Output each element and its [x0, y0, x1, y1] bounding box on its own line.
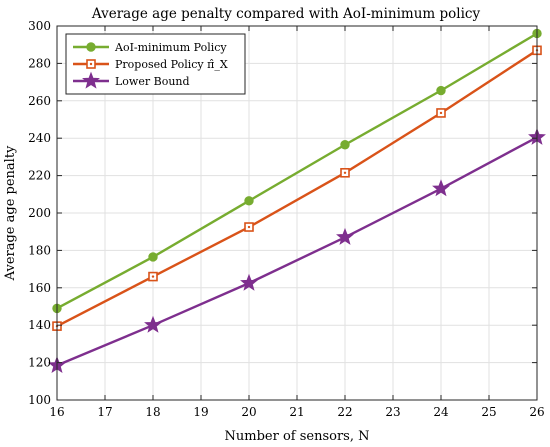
data-point	[340, 140, 350, 150]
data-point	[148, 271, 158, 282]
y-tick-label: 260	[28, 94, 51, 108]
x-tick-label: 25	[481, 405, 496, 419]
x-tick-label: 19	[193, 405, 208, 419]
legend-item: Proposed Policy π̂_X	[73, 58, 228, 71]
data-point	[240, 273, 258, 291]
x-tick-label: 22	[337, 405, 352, 419]
data-point	[244, 196, 254, 206]
y-tick-label: 160	[28, 281, 51, 295]
data-point	[336, 227, 354, 245]
data-point	[244, 222, 254, 232]
data-point	[436, 108, 446, 118]
y-tick-label: 100	[28, 393, 51, 407]
y-tick-label: 140	[28, 318, 51, 332]
x-tick-label: 26	[529, 405, 544, 419]
legend-item: Lower Bound	[73, 71, 190, 89]
x-tick-label: 16	[49, 405, 64, 419]
y-tick-label: 120	[28, 356, 51, 370]
y-tick-label: 180	[28, 243, 51, 257]
y-tick-label: 280	[28, 56, 51, 70]
y-tick-label: 220	[28, 169, 51, 183]
data-point	[144, 315, 162, 333]
data-point	[436, 85, 446, 96]
series-line	[56, 32, 538, 310]
legend-label: Lower Bound	[115, 75, 190, 88]
legend: AoI-minimum Policy Proposed Policy π̂_X Lo…	[65, 33, 246, 95]
grid	[57, 26, 537, 400]
legend-marker	[86, 59, 96, 69]
data-point	[340, 167, 350, 178]
series-line	[56, 49, 538, 328]
y-axis-label: Average age penalty	[3, 145, 18, 281]
data-point	[432, 179, 450, 197]
legend-label: AoI-minimum Policy	[114, 41, 227, 54]
y-tick-label: 200	[28, 206, 51, 220]
data-point	[148, 252, 158, 262]
legend-item: AoI-minimum Policy	[73, 41, 227, 54]
x-tick-label: 24	[433, 405, 449, 419]
x-axis-label: Number of sensors, N	[225, 429, 370, 444]
legend-label: Proposed Policy π̂_X	[115, 58, 228, 71]
legend-marker	[82, 71, 100, 89]
y-tick-label: 240	[28, 131, 51, 145]
axis-ticks: 16 17 18 19 20 21 22 23 24 25 26 100 120 140 160 180 200…	[28, 19, 545, 419]
plot-series	[48, 28, 546, 374]
legend-marker	[86, 42, 96, 52]
x-tick-label: 17	[97, 405, 112, 419]
x-tick-label: 21	[289, 405, 304, 419]
x-tick-label: 20	[241, 405, 256, 419]
x-tick-label: 23	[385, 405, 400, 419]
x-tick-label: 18	[145, 405, 160, 419]
y-tick-label: 300	[28, 19, 51, 33]
series-line	[56, 136, 538, 367]
chart-title: Average age penalty compared with AoI-mi…	[91, 6, 481, 22]
